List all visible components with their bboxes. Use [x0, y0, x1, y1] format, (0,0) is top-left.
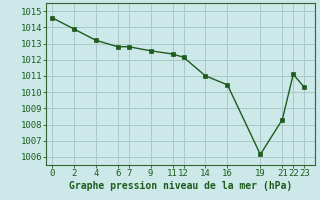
X-axis label: Graphe pression niveau de la mer (hPa): Graphe pression niveau de la mer (hPa)	[69, 181, 292, 191]
